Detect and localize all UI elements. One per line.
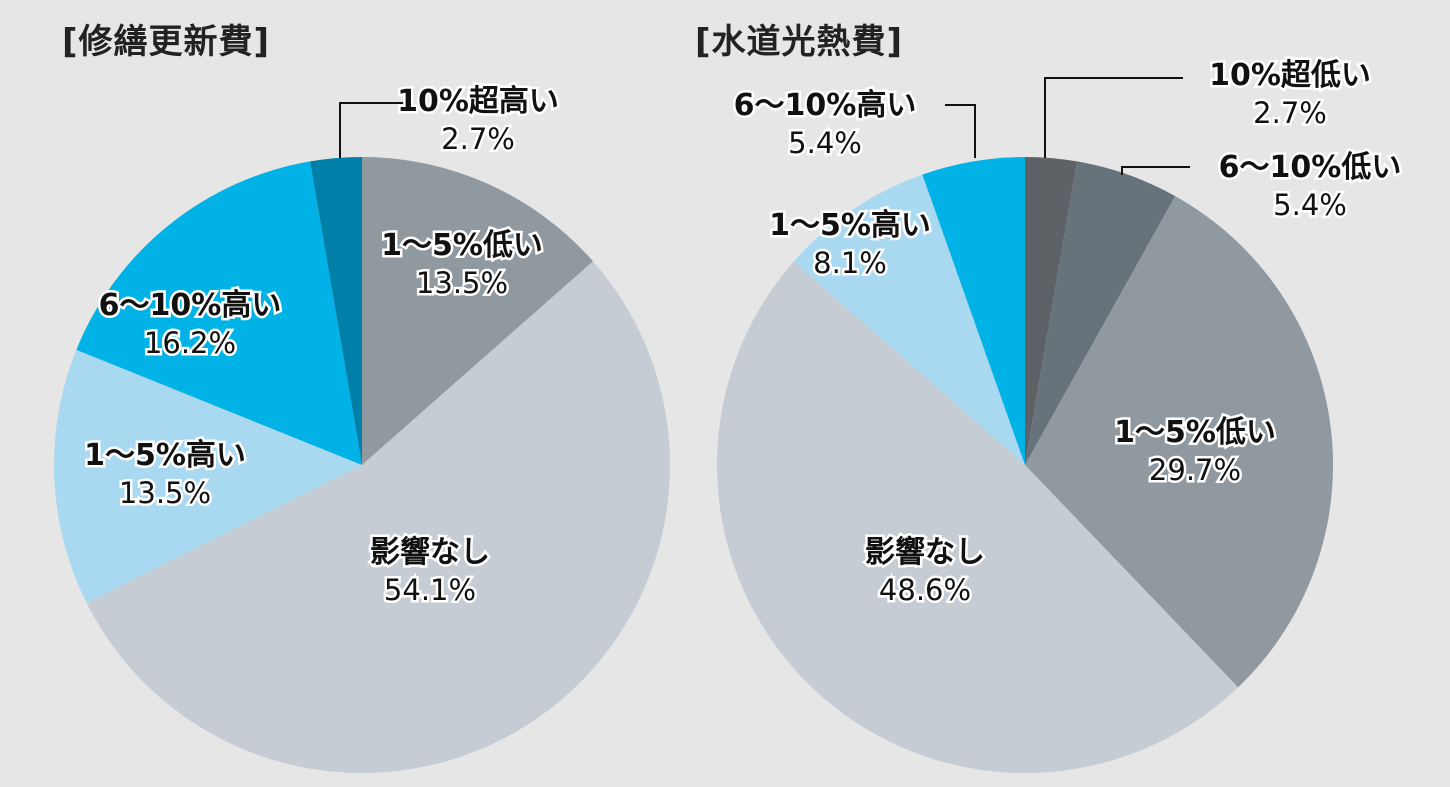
pie-1-slice-0 <box>1025 157 1078 465</box>
slice-value: 5.4% <box>786 124 865 163</box>
slice-value: 13.5% <box>116 474 213 513</box>
pie-0-slice-3 <box>76 161 362 466</box>
slice-value: 8.1% <box>811 244 890 283</box>
slice-label: 1～5%低い <box>379 226 546 266</box>
slice-value: 48.6% <box>876 571 973 610</box>
slice-label: 10%超高い <box>395 82 562 122</box>
pie-0-label-0: 1～5%低い 13.5% <box>379 226 546 303</box>
pie-1-label-2: 1～5%低い 29.7% <box>1112 413 1279 490</box>
pie-1-slice-2 <box>1025 196 1334 688</box>
pie-0-label-1: 影響なし 54.1% <box>368 533 493 610</box>
pie-1-label-4: 1～5%高い 8.1% <box>767 206 934 283</box>
pie-0-slice-1 <box>86 261 670 773</box>
slice-value: 13.5% <box>413 264 510 303</box>
pie-0-label-3: 6～10%高い 16.2% <box>96 286 284 363</box>
slice-value: 5.4% <box>1271 186 1350 225</box>
pie-1-slice-5 <box>922 157 1025 465</box>
pie-0-label-2: 1～5%高い 13.5% <box>82 436 249 513</box>
slice-label: 1～5%高い <box>767 206 934 246</box>
slice-value: 2.7% <box>1251 94 1330 133</box>
pie-0-label-4: 10%超高い 2.7% <box>395 82 562 159</box>
pie-1-slice-3 <box>716 261 1239 774</box>
slice-value: 29.7% <box>1146 451 1243 490</box>
slice-label: 6～10%低い <box>1216 148 1404 188</box>
slice-label: 6～10%高い <box>731 86 919 126</box>
slice-value: 2.7% <box>439 120 518 159</box>
pie-0-slice-4 <box>309 157 362 465</box>
chart-title-repair: [修繕更新費] <box>62 22 271 62</box>
chart-title-utilities: [水道光熱費] <box>695 22 904 62</box>
slice-value: 54.1% <box>381 571 478 610</box>
pie-1-label-1: 6～10%低い 5.4% <box>1216 148 1404 225</box>
slice-label: 10%超低い <box>1207 56 1374 96</box>
pie-1-leader-line-0 <box>1044 77 1183 158</box>
slice-label: 6～10%高い <box>96 286 284 326</box>
pie-1-slice-1 <box>1025 161 1176 465</box>
slice-label: 1～5%低い <box>1112 413 1279 453</box>
slice-label: 1～5%高い <box>82 436 249 476</box>
slice-value: 16.2% <box>141 324 238 363</box>
pie-0-leader-line-4 <box>339 102 405 158</box>
pie-0-slice-0 <box>362 157 594 465</box>
pie-1-slice-4 <box>793 174 1025 465</box>
pie-1-leader-line-5 <box>945 104 976 158</box>
pie-1-label-5: 6～10%高い 5.4% <box>731 86 919 163</box>
slice-label: 影響なし <box>863 533 988 573</box>
pie-1-label-0: 10%超低い 2.7% <box>1207 56 1374 133</box>
pie-0-slice-2 <box>53 349 362 604</box>
pie-1-leader-line-1 <box>1121 166 1190 175</box>
pie-1-label-3: 影響なし 48.6% <box>863 533 988 610</box>
slice-label: 影響なし <box>368 533 493 573</box>
